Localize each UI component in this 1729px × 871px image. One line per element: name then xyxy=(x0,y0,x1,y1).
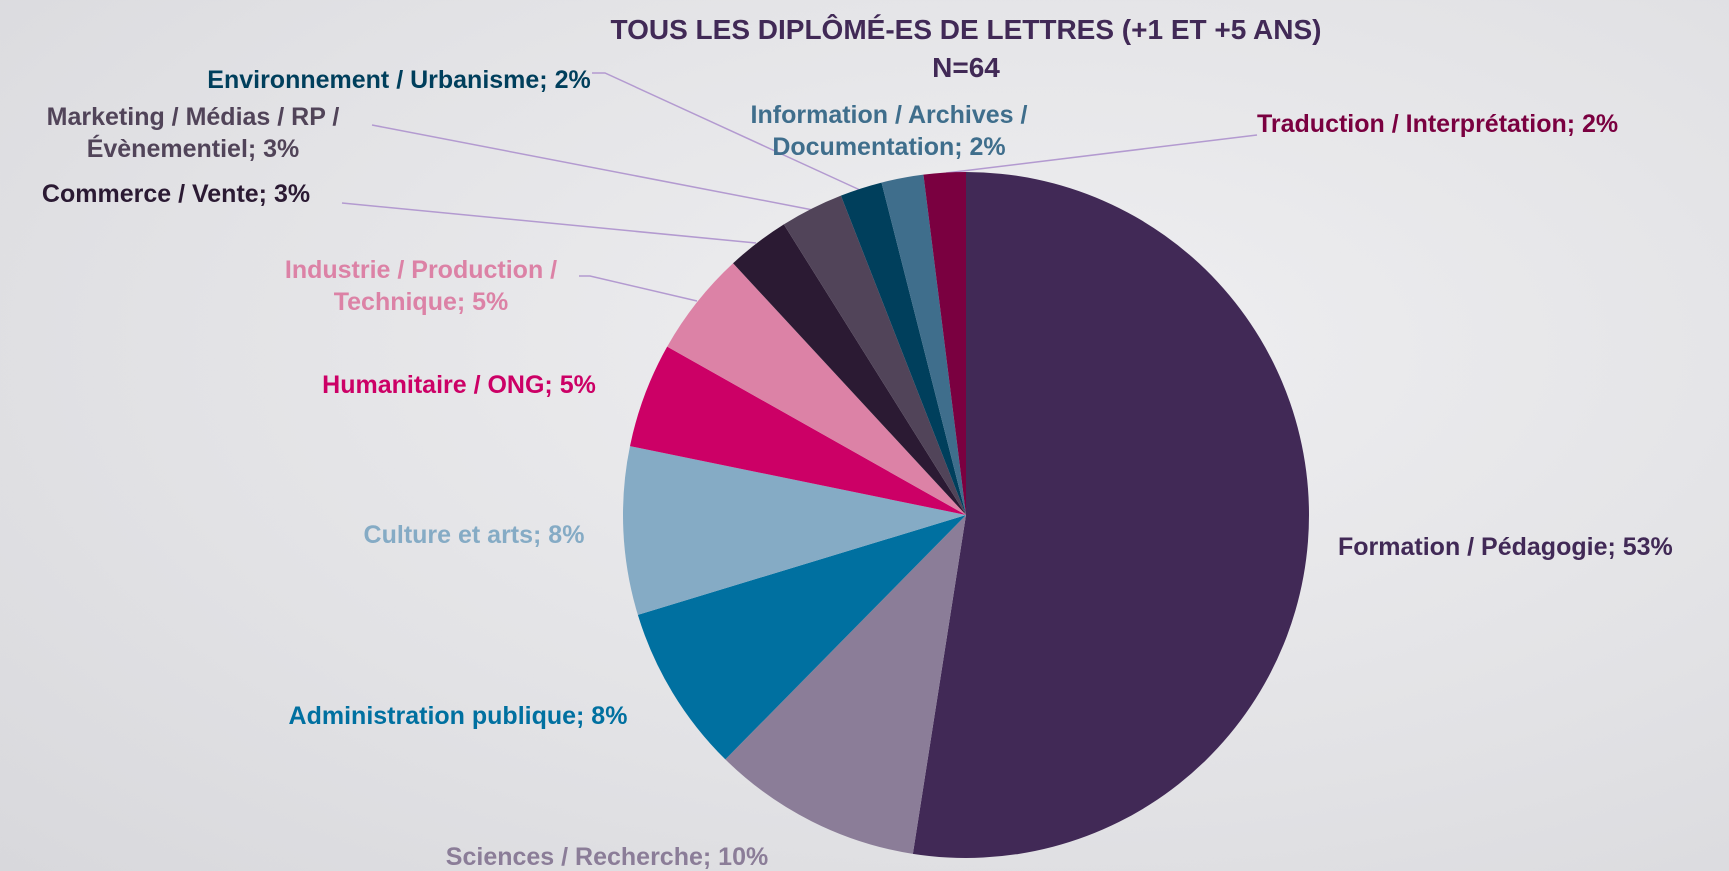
pie-slice xyxy=(637,515,966,760)
pie-slice xyxy=(923,172,966,515)
data-label: Administration publique; 8% xyxy=(288,702,628,730)
pie-slice xyxy=(623,446,966,615)
data-label: Environnement / Urbanisme; 2% xyxy=(207,66,591,94)
data-label: Traduction / Interprétation; 2% xyxy=(1257,110,1619,138)
pie-slice xyxy=(733,224,966,515)
leader-line xyxy=(371,124,814,211)
data-label: Commerce / Vente; 3% xyxy=(41,180,311,208)
leader-line xyxy=(579,275,698,302)
data-label: Marketing / Médias / RP / Évènementiel; … xyxy=(46,103,340,163)
leader-lines xyxy=(341,72,1258,302)
data-label: Culture et arts; 8% xyxy=(363,521,585,549)
pie-slice xyxy=(881,174,966,515)
data-label: Humanitaire / ONG; 5% xyxy=(322,371,596,399)
data-label: Information / Archives / Documentation; … xyxy=(750,101,1028,161)
chart-subtitle: N=64 xyxy=(932,52,1000,83)
pie-slice xyxy=(667,263,966,515)
pie-slice xyxy=(629,346,966,515)
chart-title: TOUS LES DIPLÔMÉ-ES DE LETTRES (+1 ET +5… xyxy=(610,14,1322,45)
data-label: Sciences / Recherche; 10% xyxy=(445,843,769,871)
pie xyxy=(623,172,1309,858)
pie-slice xyxy=(912,172,1309,858)
leader-line xyxy=(341,202,757,244)
leader-line xyxy=(945,134,1258,174)
leader-line xyxy=(592,72,861,191)
pie-slice xyxy=(840,182,966,515)
data-label: Industrie / Production / Technique; 5% xyxy=(284,256,558,316)
data-label: Formation / Pédagogie; 53% xyxy=(1338,533,1673,561)
pie-slice xyxy=(783,195,966,515)
pie-slice xyxy=(725,515,966,854)
